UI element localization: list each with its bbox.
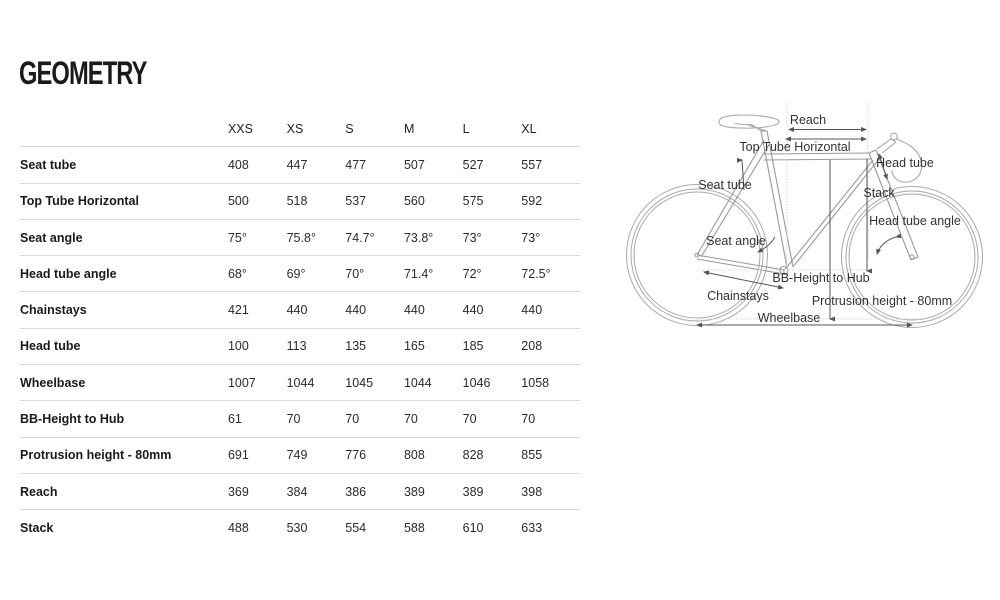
svg-text:Head tube: Head tube xyxy=(876,156,934,170)
svg-text:Head tube angle: Head tube angle xyxy=(869,214,961,228)
svg-text:Seat angle: Seat angle xyxy=(706,234,766,248)
svg-text:Protrusion height - 80mm: Protrusion height - 80mm xyxy=(812,294,952,308)
svg-text:Chainstays: Chainstays xyxy=(707,289,769,303)
svg-text:Top Tube Horizontal: Top Tube Horizontal xyxy=(739,140,850,154)
svg-text:Stack: Stack xyxy=(863,186,895,200)
svg-text:BB-Height to Hub: BB-Height to Hub xyxy=(772,271,869,285)
svg-text:Reach: Reach xyxy=(790,113,826,127)
svg-text:Seat tube: Seat tube xyxy=(698,178,752,192)
svg-text:Wheelbase: Wheelbase xyxy=(758,311,821,325)
